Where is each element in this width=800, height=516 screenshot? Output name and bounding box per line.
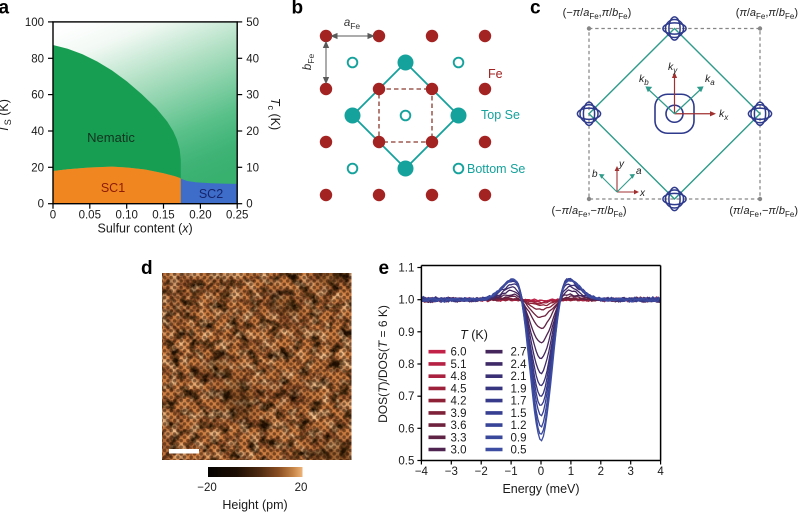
- svg-text:20: 20: [246, 126, 259, 138]
- svg-text:2.4: 2.4: [511, 359, 528, 371]
- svg-text:TS (K): TS (K): [0, 99, 13, 133]
- svg-text:Top Se: Top Se: [481, 108, 520, 122]
- svg-text:5.1: 5.1: [451, 359, 467, 371]
- svg-text:3.0: 3.0: [451, 445, 467, 457]
- svg-text:Sulfur content (x): Sulfur content (x): [98, 222, 193, 236]
- svg-text:1.1: 1.1: [398, 263, 414, 275]
- svg-text:2: 2: [598, 466, 604, 478]
- svg-text:20: 20: [295, 482, 308, 494]
- svg-text:50: 50: [246, 17, 259, 29]
- svg-text:d: d: [141, 258, 153, 279]
- svg-text:0: 0: [38, 199, 44, 211]
- svg-text:2.7: 2.7: [511, 347, 527, 359]
- svg-text:ky: ky: [668, 61, 678, 75]
- svg-text:x: x: [639, 188, 646, 199]
- svg-text:ka: ka: [705, 73, 715, 87]
- svg-text:kx: kx: [719, 108, 729, 122]
- svg-text:c: c: [530, 0, 541, 19]
- svg-text:0.9: 0.9: [511, 432, 527, 444]
- svg-text:3.9: 3.9: [451, 408, 467, 420]
- svg-text:aFe: aFe: [344, 17, 361, 31]
- svg-text:−2: −2: [475, 466, 488, 478]
- svg-text:Fe: Fe: [488, 67, 503, 81]
- svg-text:20: 20: [31, 162, 44, 174]
- svg-text:0.6: 0.6: [398, 423, 414, 435]
- svg-text:0.25: 0.25: [226, 210, 248, 222]
- svg-text:60: 60: [31, 90, 44, 102]
- svg-text:Height (pm): Height (pm): [222, 498, 287, 512]
- svg-text:0.10: 0.10: [116, 210, 138, 222]
- svg-text:0.8: 0.8: [398, 359, 414, 371]
- svg-text:6.0: 6.0: [451, 347, 467, 359]
- svg-text:10: 10: [246, 162, 259, 174]
- svg-text:80: 80: [31, 53, 44, 65]
- svg-text:(π/aFe,π/bFe): (π/aFe,π/bFe): [736, 7, 798, 21]
- svg-text:DOS(T)/DOS(T = 6 K): DOS(T)/DOS(T = 6 K): [376, 305, 390, 423]
- svg-text:a: a: [0, 0, 10, 19]
- svg-text:SC2: SC2: [199, 187, 223, 201]
- svg-text:0: 0: [50, 210, 56, 222]
- svg-text:0.9: 0.9: [398, 327, 414, 339]
- svg-text:1.9: 1.9: [511, 383, 527, 395]
- svg-text:3.6: 3.6: [451, 420, 467, 432]
- svg-text:1.7: 1.7: [511, 396, 527, 408]
- svg-text:4.8: 4.8: [451, 371, 467, 383]
- svg-text:1: 1: [568, 466, 574, 478]
- svg-text:Bottom Se: Bottom Se: [467, 162, 525, 176]
- svg-text:3: 3: [627, 466, 633, 478]
- svg-text:4.5: 4.5: [451, 383, 467, 395]
- svg-text:y: y: [618, 159, 625, 170]
- svg-text:4.2: 4.2: [451, 396, 467, 408]
- svg-text:(−π/aFe,π/bFe): (−π/aFe,π/bFe): [563, 7, 632, 21]
- svg-text:−1: −1: [505, 466, 518, 478]
- svg-text:b: b: [292, 0, 304, 19]
- svg-text:Nematic: Nematic: [87, 130, 135, 145]
- svg-text:0.5: 0.5: [511, 445, 527, 457]
- svg-text:bFe: bFe: [302, 54, 316, 71]
- svg-text:T (K): T (K): [460, 328, 488, 342]
- svg-text:−20: −20: [197, 482, 217, 494]
- svg-text:3.3: 3.3: [451, 432, 467, 444]
- svg-text:30: 30: [246, 90, 259, 102]
- svg-text:2.1: 2.1: [511, 371, 527, 383]
- svg-text:kb: kb: [639, 73, 649, 87]
- svg-text:0.5: 0.5: [398, 456, 414, 468]
- svg-text:40: 40: [246, 53, 259, 65]
- svg-text:1.2: 1.2: [511, 420, 527, 432]
- svg-text:100: 100: [25, 17, 44, 29]
- svg-text:a: a: [636, 166, 642, 177]
- svg-text:Tc (K): Tc (K): [267, 98, 283, 130]
- svg-text:0.15: 0.15: [152, 210, 174, 222]
- svg-text:−4: −4: [415, 466, 429, 478]
- svg-text:1.5: 1.5: [511, 408, 527, 420]
- svg-text:4: 4: [657, 466, 664, 478]
- svg-text:0.7: 0.7: [398, 391, 414, 403]
- svg-text:0: 0: [538, 466, 544, 478]
- svg-text:0.05: 0.05: [79, 210, 101, 222]
- svg-text:0.20: 0.20: [189, 210, 211, 222]
- svg-text:1.0: 1.0: [398, 295, 414, 307]
- svg-text:−3: −3: [445, 466, 458, 478]
- svg-text:SC1: SC1: [101, 181, 125, 195]
- svg-text:e: e: [379, 258, 390, 279]
- svg-text:b: b: [592, 169, 598, 180]
- svg-text:Energy (meV): Energy (meV): [502, 482, 579, 496]
- svg-text:40: 40: [31, 126, 44, 138]
- svg-text:(π/aFe,−π/bFe): (π/aFe,−π/bFe): [729, 205, 798, 219]
- svg-text:0: 0: [246, 199, 252, 211]
- svg-text:(−π/aFe,−π/bFe): (−π/aFe,−π/bFe): [551, 205, 626, 219]
